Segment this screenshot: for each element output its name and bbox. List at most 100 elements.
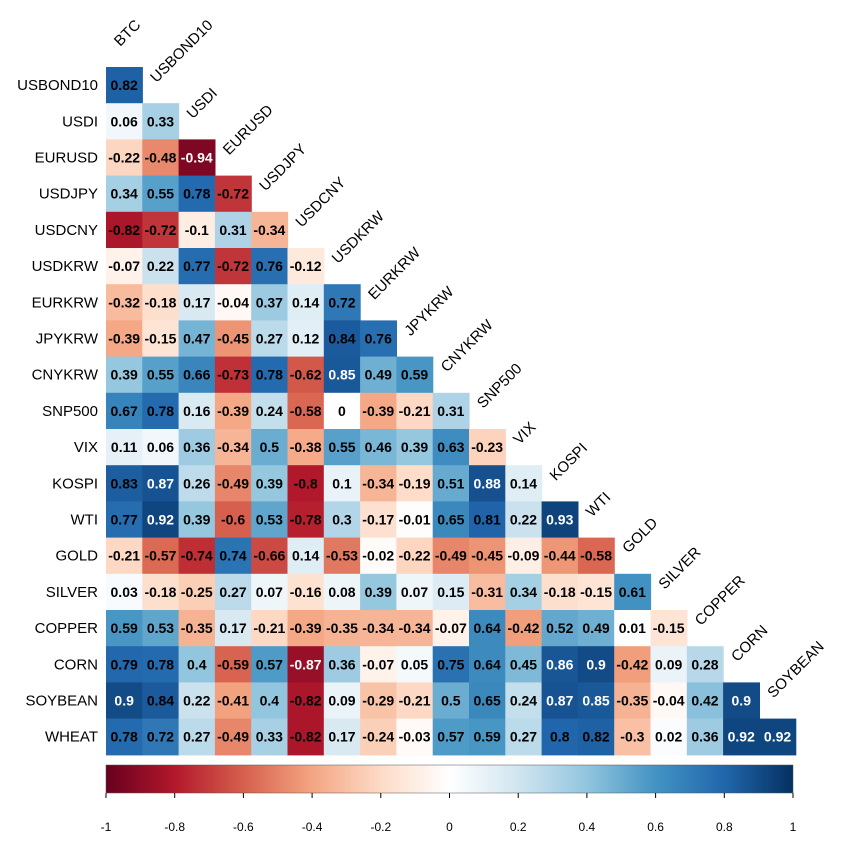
cell-value-label: 0.39 xyxy=(183,512,210,528)
heatmap-cell xyxy=(686,718,724,756)
row-label: JPYKRW xyxy=(36,331,99,348)
cell-value-label: 0.37 xyxy=(256,294,283,310)
heatmap-cell xyxy=(360,320,397,358)
heatmap-cell xyxy=(287,718,325,756)
heatmap-cell xyxy=(505,465,543,502)
cell-value-label: 0.28 xyxy=(691,656,718,672)
cell-value-label: -0.03 xyxy=(399,729,431,745)
column-label: GOLD xyxy=(619,514,661,556)
cell-value-label: 0.59 xyxy=(111,620,138,636)
heatmap-cell xyxy=(323,573,361,611)
cell-value-label: 0.52 xyxy=(546,620,573,636)
cell-value-label: -0.87 xyxy=(290,656,322,672)
heatmap-cell xyxy=(577,610,615,647)
cell-value-label: 0.27 xyxy=(183,729,210,745)
cell-value-label: -0.39 xyxy=(290,620,322,636)
cell-value-label: 0.39 xyxy=(365,584,392,600)
cell-value-label: 0.78 xyxy=(147,656,174,672)
heatmap-cell xyxy=(178,284,216,321)
heatmap-cell xyxy=(106,284,143,321)
heatmap-cell xyxy=(106,646,143,683)
cell-value-label: -0.38 xyxy=(290,439,322,455)
heatmap-cell xyxy=(287,392,325,430)
heatmap-cell xyxy=(287,537,325,575)
cell-value-label: -0.74 xyxy=(181,548,213,564)
heatmap-cell xyxy=(541,610,579,647)
cell-value-label: -0.15 xyxy=(653,620,685,636)
cell-value-label: 0.39 xyxy=(111,367,138,383)
cell-value-label: -0.34 xyxy=(217,439,249,455)
cell-value-label: -0.35 xyxy=(616,693,648,709)
heatmap-cell xyxy=(396,646,434,683)
heatmap-cell xyxy=(432,610,470,647)
heatmap-cell xyxy=(360,465,397,502)
heatmap-cell xyxy=(106,211,143,249)
heatmap-cell xyxy=(360,718,397,756)
cell-value-label: 0.9 xyxy=(732,693,752,709)
heatmap-cell xyxy=(577,537,615,575)
cell-value-label: 0.33 xyxy=(256,729,283,745)
cell-value-label: 0.84 xyxy=(328,331,355,347)
heatmap-cell xyxy=(686,646,724,683)
column-label: VIX xyxy=(510,419,539,448)
cell-value-label: 0.78 xyxy=(256,367,283,383)
heatmap-cell xyxy=(214,356,252,394)
cell-value-label: -0.21 xyxy=(108,548,140,564)
heatmap-cell xyxy=(178,320,216,358)
color-legend: -1 -0.8 -0.6 -0.4 -0.2 0 0.2 0.4 0.6 0.8 1 xyxy=(101,764,797,834)
heatmap-cell xyxy=(287,610,325,647)
heatmap-cell xyxy=(251,429,289,466)
heatmap-cell xyxy=(178,465,216,502)
heatmap-cell xyxy=(178,175,216,213)
heatmap-cell xyxy=(396,429,434,466)
heatmap-cell xyxy=(106,248,143,285)
cell-value-label: 0.24 xyxy=(256,403,283,419)
heatmap-cell xyxy=(214,248,252,285)
cell-value-label: 0.46 xyxy=(365,439,392,455)
cell-value-label: -0.73 xyxy=(217,367,249,383)
heatmap-cell xyxy=(396,501,434,539)
cell-value-label: -0.21 xyxy=(253,620,285,636)
heatmap-cell xyxy=(323,718,361,756)
heatmap-cell xyxy=(178,610,216,647)
heatmap-cell xyxy=(178,248,216,285)
heatmap-cell xyxy=(360,356,397,394)
cell-value-label: -0.15 xyxy=(144,331,176,347)
cell-value-label: 0.34 xyxy=(510,584,537,600)
column-label: COPPER xyxy=(692,572,749,629)
cell-value-label: 0.64 xyxy=(474,656,501,672)
heatmap-cell xyxy=(142,465,180,502)
heatmap-cell xyxy=(251,573,289,611)
heatmap-cell xyxy=(214,211,252,249)
cell-value-label: 0.72 xyxy=(147,729,174,745)
cell-value-label: 0.59 xyxy=(401,367,428,383)
cell-value-label: 0.83 xyxy=(111,475,138,491)
heatmap-cell xyxy=(287,682,325,720)
heatmap-cell xyxy=(360,682,397,720)
heatmap-cell xyxy=(432,429,470,466)
heatmap-cell xyxy=(214,501,252,539)
cell-value-label: 0.08 xyxy=(328,584,355,600)
heatmap-cell xyxy=(106,139,143,177)
heatmap-cell xyxy=(178,646,216,683)
cell-value-label: 0.06 xyxy=(147,439,174,455)
cell-value-label: 0.55 xyxy=(328,439,355,455)
cell-value-label: -0.01 xyxy=(399,512,431,528)
cell-value-label: 0.55 xyxy=(147,186,174,202)
column-label: USBOND10 xyxy=(147,17,216,86)
row-label: GOLD xyxy=(55,548,98,565)
cell-value-label: -0.72 xyxy=(217,258,249,274)
cell-value-label: 0.17 xyxy=(183,294,210,310)
cell-value-label: -0.42 xyxy=(507,620,539,636)
heatmap-cell xyxy=(323,610,361,647)
heatmap-cell xyxy=(469,646,506,683)
cell-value-label: -0.82 xyxy=(290,693,322,709)
cell-value-label: -0.15 xyxy=(580,584,612,600)
cell-value-label: 0.45 xyxy=(510,656,537,672)
heatmap-cell xyxy=(106,501,143,539)
heatmap-cell xyxy=(106,718,143,756)
heatmap-cell xyxy=(178,429,216,466)
cell-value-label: -0.12 xyxy=(290,258,322,274)
heatmap-cell xyxy=(287,465,325,502)
row-label: USBOND10 xyxy=(17,77,98,94)
